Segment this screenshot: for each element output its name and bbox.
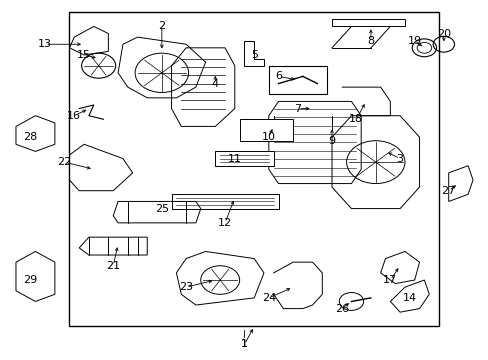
Text: 23: 23 [179,282,193,292]
Text: 12: 12 [218,218,232,228]
Text: 7: 7 [294,104,301,113]
Text: 20: 20 [436,28,450,39]
Text: 14: 14 [402,293,416,303]
Text: 13: 13 [38,39,52,49]
Bar [171,194,278,208]
Text: 11: 11 [227,154,241,163]
Text: 10: 10 [261,132,275,142]
Bar [239,119,292,141]
Text: 15: 15 [77,50,91,60]
Text: 21: 21 [106,261,120,271]
Text: 27: 27 [441,186,455,196]
Text: 18: 18 [348,114,363,124]
Text: 4: 4 [211,78,219,89]
Text: 19: 19 [407,36,421,46]
Text: 17: 17 [383,275,397,285]
Text: 26: 26 [334,303,348,314]
Bar [268,66,326,94]
Text: 9: 9 [328,136,335,146]
Text: 2: 2 [158,21,165,31]
Text: 25: 25 [155,203,168,213]
Text: 3: 3 [396,154,403,163]
Text: 16: 16 [67,111,81,121]
Text: 8: 8 [366,36,374,46]
Bar [215,152,273,166]
Text: 5: 5 [250,50,257,60]
Text: 29: 29 [23,275,38,285]
Bar [69,12,438,327]
Text: 1: 1 [241,339,247,349]
Text: 28: 28 [23,132,38,142]
Text: 24: 24 [261,293,275,303]
Text: 6: 6 [274,71,282,81]
Text: 22: 22 [58,157,72,167]
Text: 1: 1 [241,339,247,349]
